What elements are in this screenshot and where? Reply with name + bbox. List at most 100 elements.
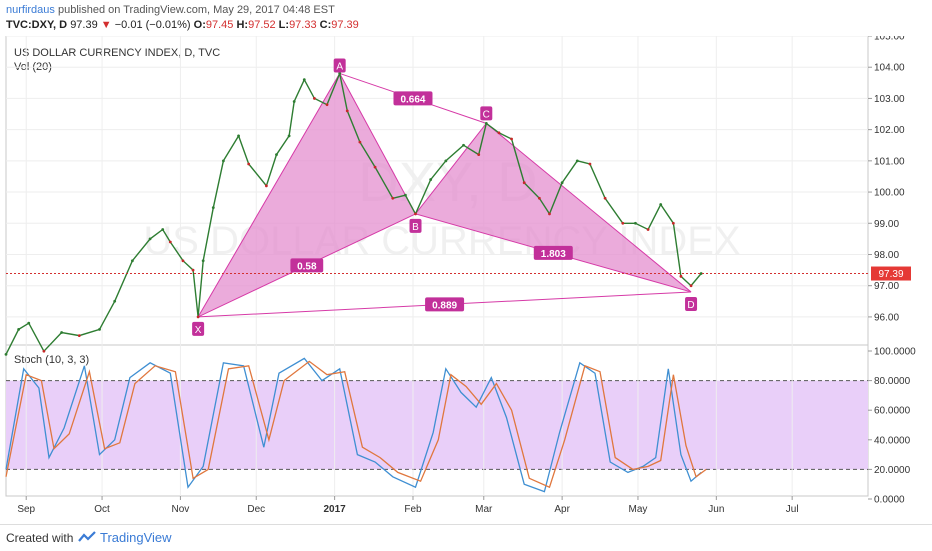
- high-label: H:: [236, 19, 249, 31]
- tradingview-logo-icon: [78, 531, 96, 542]
- price-change: −0.01 (−0.01%): [114, 19, 191, 31]
- symbol-label: TVC:DXY, D: [6, 19, 68, 31]
- price-point: [659, 203, 663, 206]
- price-point: [560, 181, 564, 185]
- price-point: [237, 134, 240, 138]
- stoch-tick-label: 0.0000: [874, 495, 905, 506]
- price-point: [292, 100, 296, 103]
- price-point: [338, 72, 342, 75]
- price-point: [191, 268, 195, 272]
- price-point: [414, 212, 417, 216]
- current-price-badge: [871, 266, 911, 281]
- stoch-tick-label: 60.0000: [874, 406, 911, 417]
- price-tick-label: 98.00: [874, 250, 899, 261]
- price-tick-label: 97.00: [874, 281, 899, 292]
- stoch-label: Stoch (10, 3, 3): [14, 354, 89, 366]
- price-point: [603, 196, 607, 200]
- chart-area[interactable]: DXY, D US DOLLAR CURRENCY INDEX US DOLLA…: [0, 32, 932, 524]
- price-point: [444, 159, 448, 163]
- open-label: O:: [193, 19, 206, 31]
- price-point: [60, 331, 64, 334]
- pattern-point-badge: [480, 106, 493, 121]
- price-point: [168, 240, 172, 244]
- price-tick-label: 96.00: [874, 312, 899, 323]
- time-tick-label: Sep: [17, 504, 35, 515]
- stoch-tick-label: 20.0000: [874, 465, 911, 476]
- price-tick-label: 104.00: [874, 63, 905, 74]
- price-chart-svg[interactable]: DXY, D US DOLLAR CURRENCY INDEX US DOLLA…: [0, 32, 932, 524]
- price-tick-label: 99.00: [874, 219, 899, 230]
- stoch-tick-label: 100.0000: [874, 347, 916, 358]
- close-value: 97.39: [331, 19, 359, 31]
- time-tick-label: Nov: [172, 504, 190, 515]
- low-value: 97.33: [289, 19, 317, 31]
- price-point: [98, 327, 101, 331]
- price-tick-label: 100.00: [874, 188, 905, 199]
- price-point: [148, 237, 152, 241]
- price-point: [77, 334, 81, 338]
- price-point: [477, 153, 481, 157]
- tradingview-link[interactable]: TradingView: [100, 530, 172, 545]
- price-point: [358, 140, 362, 144]
- low-label: L:: [278, 19, 290, 31]
- price-point: [130, 259, 134, 263]
- price-point: [699, 272, 703, 275]
- price-point: [548, 212, 551, 216]
- pattern-point-label: D: [687, 300, 694, 311]
- price-point: [588, 162, 592, 166]
- publish-text: published on TradingView.com, May 29, 20…: [57, 4, 335, 16]
- pattern-point-badge: [192, 321, 205, 336]
- price-point: [312, 97, 316, 100]
- last-price: 97.39: [70, 19, 98, 31]
- price-point: [671, 221, 675, 225]
- price-point: [345, 109, 349, 113]
- price-point: [221, 159, 225, 163]
- price-point: [302, 78, 306, 82]
- price-point: [391, 196, 395, 200]
- price-point: [462, 143, 465, 147]
- pattern-point-badge: [685, 296, 698, 311]
- price-point: [646, 228, 650, 231]
- price-point: [484, 121, 488, 125]
- price-tick-label: 101.00: [874, 156, 905, 167]
- ratio-badge: [290, 258, 324, 273]
- down-arrow-icon: ▼: [100, 19, 112, 31]
- price-point: [275, 153, 278, 157]
- ratio-badge: [393, 91, 433, 106]
- ratio-label: 0.889: [432, 300, 457, 311]
- pattern-point-badge: [409, 218, 422, 233]
- close-label: C:: [319, 19, 332, 31]
- price-point: [522, 181, 526, 185]
- symbol-info: TVC:DXY, D 97.39 ▼ −0.01 (−0.01%) O:97.4…: [6, 19, 359, 31]
- stoch-series-d: [5, 360, 707, 489]
- price-point: [373, 165, 377, 169]
- time-tick-label: Mar: [475, 504, 493, 515]
- price-point: [17, 327, 21, 331]
- time-tick-label: Oct: [94, 504, 110, 515]
- price-point: [264, 184, 268, 188]
- stoch-series-k: [5, 357, 702, 493]
- chart-title: US DOLLAR CURRENCY INDEX, D, TVC: [14, 47, 220, 59]
- price-tick-label: 102.00: [874, 125, 905, 136]
- ratio-label: 0.58: [297, 261, 317, 272]
- stoch-tick-label: 40.0000: [874, 435, 911, 446]
- price-point: [575, 159, 579, 163]
- price-tick-label: 103.00: [874, 94, 905, 105]
- time-tick-label: Feb: [404, 504, 422, 515]
- stoch-tick-label: 80.0000: [874, 376, 911, 387]
- time-tick-label: Apr: [554, 504, 570, 515]
- ratio-label: 1.803: [541, 249, 566, 260]
- author-link[interactable]: nurfirdaus: [6, 4, 55, 16]
- created-with-text: Created with: [6, 531, 74, 545]
- ratio-badge: [425, 297, 465, 312]
- price-point: [404, 193, 407, 197]
- price-point: [161, 228, 165, 231]
- pattern-point-label: C: [483, 109, 490, 120]
- price-point: [689, 284, 693, 288]
- time-tick-label: 2017: [323, 504, 346, 515]
- price-point: [211, 206, 215, 210]
- high-value: 97.52: [248, 19, 276, 31]
- price-point: [510, 137, 513, 141]
- pattern-point-label: B: [412, 222, 419, 233]
- price-tick-label: 105.00: [874, 36, 905, 43]
